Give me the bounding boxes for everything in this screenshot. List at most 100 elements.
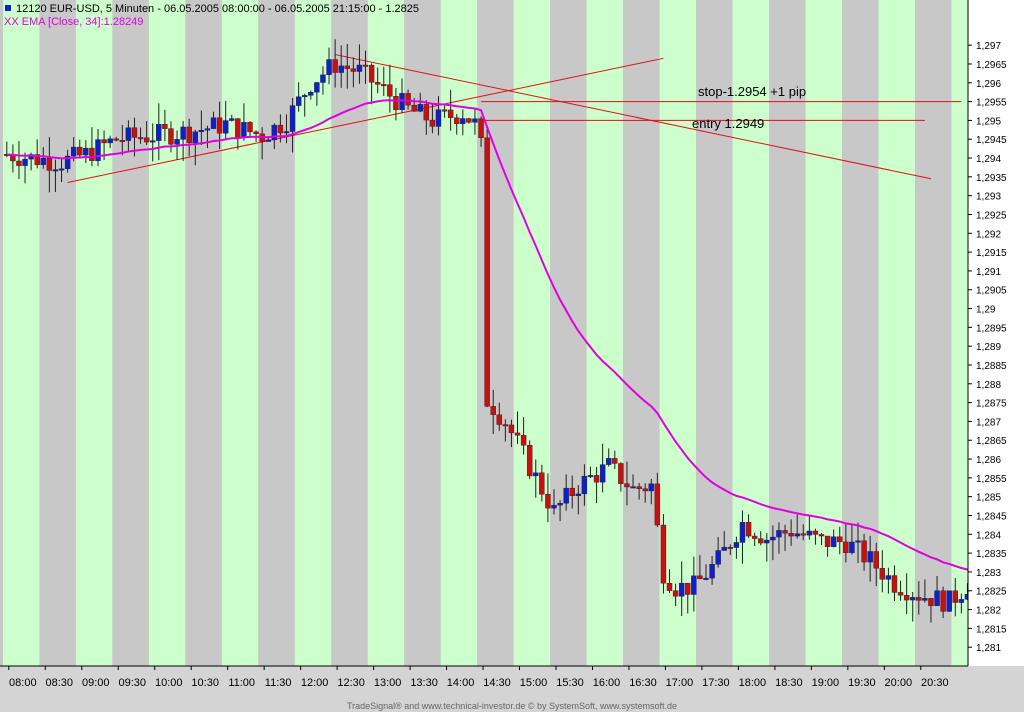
entry-annotation: entry 1.2949 — [692, 116, 764, 131]
time-band — [3, 0, 40, 666]
x-tick-label: 19:00 — [812, 677, 840, 689]
candle-body — [332, 59, 338, 73]
candle-body — [697, 575, 703, 580]
candle-body — [204, 128, 211, 131]
time-band — [769, 0, 806, 666]
time-band — [550, 0, 587, 666]
candle-body — [289, 105, 296, 132]
candle-body — [922, 598, 928, 601]
candle-body — [569, 487, 575, 496]
x-tick-label: 12:30 — [337, 677, 365, 689]
x-tick-label: 17:30 — [702, 677, 730, 689]
candle-body — [241, 122, 247, 138]
symbol-marker-icon — [5, 5, 11, 11]
candle-body — [417, 104, 423, 112]
x-tick-label: 20:00 — [885, 677, 913, 689]
y-tick-label: 1,293 — [976, 192, 1001, 203]
candle-body — [526, 445, 533, 477]
candle-body — [405, 93, 411, 106]
x-tick-label: 08:30 — [46, 677, 74, 689]
y-tick-label: 1,2835 — [976, 549, 1007, 560]
y-tick-label: 1,2915 — [976, 248, 1007, 259]
y-tick-label: 1,282 — [976, 606, 1001, 617]
y-axis: 1,297 1,2965 1,296 1,2955 1,295 1,2945 1,294 1,… — [967, 0, 1024, 666]
candle-body — [788, 533, 794, 537]
x-tick-label: 18:30 — [775, 677, 803, 689]
candle-body — [460, 118, 466, 124]
time-band — [914, 0, 952, 666]
y-tick-label: 1,2925 — [976, 210, 1007, 221]
candle-body — [849, 541, 855, 553]
candle-body — [606, 458, 612, 465]
candle-body — [903, 595, 910, 601]
candle-body — [374, 82, 381, 85]
time-band — [623, 0, 660, 666]
candle-body — [314, 82, 320, 93]
x-tick-label: 09:00 — [82, 677, 110, 689]
candle-body — [168, 128, 174, 145]
candle-body — [648, 483, 654, 492]
candle-body — [545, 494, 551, 509]
candle-body — [563, 487, 569, 504]
candle-body — [721, 546, 727, 551]
y-tick-label: 1,286 — [976, 455, 1001, 466]
x-tick-label: 09:30 — [118, 677, 146, 689]
candle-body — [198, 129, 205, 132]
candle-body — [764, 539, 770, 544]
candle-body — [593, 475, 600, 483]
candle-body — [727, 546, 734, 549]
candle-body — [107, 138, 113, 144]
candle-body — [897, 592, 904, 596]
y-tick-label: 1,2875 — [976, 399, 1007, 410]
candle-body — [514, 432, 521, 436]
candle-body — [678, 582, 685, 597]
candle-body — [338, 65, 344, 73]
x-tick-label: 10:30 — [191, 677, 219, 689]
candle-body — [40, 157, 46, 165]
candle-body — [612, 458, 618, 464]
candle-body — [885, 575, 892, 580]
candle-body — [95, 139, 101, 161]
candle-body — [113, 138, 119, 141]
y-tick-label: 1,295 — [976, 116, 1001, 127]
candle-body — [891, 575, 898, 593]
candle-body — [843, 541, 849, 553]
candle-body — [271, 124, 278, 141]
time-band — [878, 0, 915, 666]
candle-body — [89, 147, 95, 161]
candle-body — [180, 126, 186, 140]
x-tick-label: 10:00 — [155, 677, 183, 689]
candle-body — [22, 158, 28, 166]
ema-indicator-label: XX EMA [Close, 34]:1.28249 — [4, 16, 143, 28]
time-band — [586, 0, 624, 666]
y-tick-label: 1,2945 — [976, 135, 1007, 146]
x-tick-label: 20:30 — [921, 677, 949, 689]
candle-body — [387, 84, 393, 97]
candle-body — [162, 124, 168, 129]
candle-body — [393, 96, 399, 111]
candle-body — [873, 551, 879, 569]
candle-body — [490, 406, 496, 415]
candle-body — [441, 109, 448, 112]
candle-body — [861, 540, 867, 563]
footer-credit: TradeSignal® and www.technical-investor.… — [347, 701, 677, 711]
candle-body — [210, 117, 217, 129]
candle-body — [666, 583, 673, 591]
candle-body — [399, 93, 405, 111]
y-tick-label: 1,281 — [976, 643, 1001, 654]
candle-body — [642, 488, 648, 492]
candle-body — [776, 530, 782, 538]
y-tick-label: 1,294 — [976, 154, 1001, 165]
candle-body — [235, 118, 241, 138]
candle-body — [496, 414, 502, 425]
candle-body — [101, 139, 107, 144]
y-tick-label: 1,2935 — [976, 173, 1007, 184]
candle-body — [368, 64, 375, 83]
x-axis-panel — [0, 666, 1024, 712]
y-tick-label: 1,288 — [976, 380, 1001, 391]
candle-body — [830, 536, 837, 547]
candle-body — [618, 463, 624, 484]
candle-body — [533, 472, 539, 477]
candle-body — [302, 95, 308, 98]
